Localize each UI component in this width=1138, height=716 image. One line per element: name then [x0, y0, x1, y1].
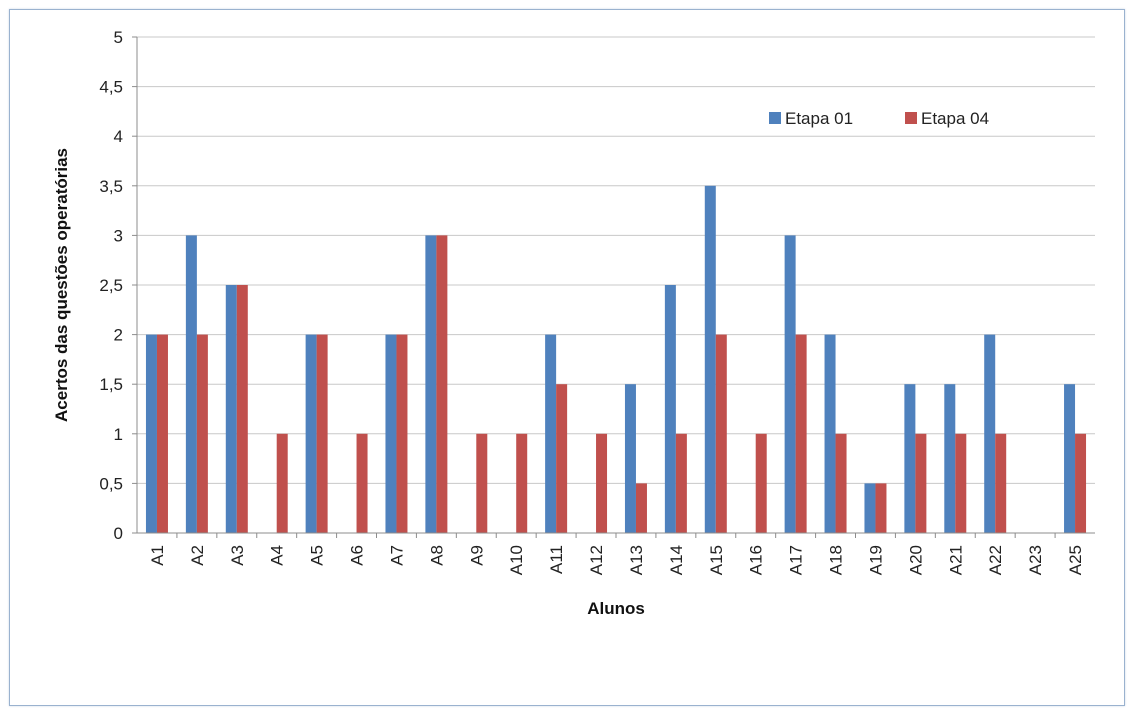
- y-axis-title: Acertos das questões operatórias: [52, 148, 71, 422]
- x-tick-label-a9: A9: [467, 545, 486, 566]
- bar-etapa-01-a18: [824, 334, 836, 533]
- x-tick-label-a12: A12: [587, 545, 606, 575]
- x-tick-label-a10: A10: [507, 545, 526, 575]
- y-tick-label: 2,5: [99, 276, 123, 295]
- bar-etapa-01-a17: [784, 235, 796, 533]
- y-tick-label: 1: [114, 425, 123, 444]
- bar-etapa-04-a4: [276, 433, 288, 533]
- x-tick-label-a1: A1: [148, 545, 167, 566]
- y-tick-label: 4,5: [99, 78, 123, 97]
- bar-etapa-04-a9: [476, 433, 488, 533]
- x-tick-label-a11: A11: [547, 545, 566, 574]
- x-tick-label-a7: A7: [387, 545, 406, 566]
- bar-etapa-04-a10: [516, 433, 528, 533]
- bar-etapa-04-a2: [196, 334, 208, 533]
- bar-etapa-04-a7: [396, 334, 408, 533]
- y-tick-labels: 0 0,5 1 1,5 2 2,5 3 3,5 4 4,5 5: [99, 28, 123, 543]
- bar-etapa-04-a22: [995, 433, 1007, 533]
- legend-swatch-etapa-01: [769, 112, 781, 124]
- x-tick-label-a13: A13: [627, 545, 646, 575]
- y-tick-label: 0,5: [99, 474, 123, 493]
- x-tick-label-a19: A19: [866, 545, 885, 575]
- gridlines: [132, 36, 1095, 534]
- bar-etapa-01-a19: [864, 483, 876, 533]
- x-tick-labels: A1 A2 A3 A4 A5 A6 A7 A8 A9 A10 A11 A12 A13 A14 A15 A16 A…: [148, 545, 1085, 575]
- x-tick-label-a18: A18: [827, 545, 846, 575]
- x-tick-label-a14: A14: [667, 545, 686, 575]
- bar-etapa-01-a7: [385, 334, 397, 533]
- bar-etapa-01-a22: [984, 334, 996, 533]
- x-axis-title: Alunos: [587, 599, 645, 618]
- y-tick-label: 3,5: [99, 177, 123, 196]
- y-tick-label: 3: [114, 226, 123, 245]
- bar-etapa-04-a18: [835, 433, 847, 533]
- bar-etapa-04-a17: [795, 334, 807, 533]
- y-tick-label: 2: [114, 326, 123, 345]
- bar-etapa-01-a1: [145, 334, 157, 533]
- bar-etapa-01-a13: [624, 384, 636, 533]
- x-tick-label-a22: A22: [986, 545, 1005, 575]
- bar-etapa-01-a8: [425, 235, 437, 533]
- bar-etapa-04-a6: [356, 433, 368, 533]
- x-tick-label-a17: A17: [787, 545, 806, 575]
- bar-etapa-04-a20: [915, 433, 927, 533]
- bar-etapa-04-a11: [556, 384, 568, 533]
- legend: Etapa 01 Etapa 04: [769, 109, 989, 128]
- y-tick-label: 0: [114, 524, 123, 543]
- bar-etapa-01-a25: [1064, 384, 1076, 533]
- bar-etapa-01-a21: [944, 384, 956, 533]
- x-tick-label-a25: A25: [1066, 545, 1085, 575]
- x-tick-label-a5: A5: [308, 545, 327, 566]
- x-tick-label-a21: A21: [946, 545, 965, 575]
- y-tick-label: 5: [114, 28, 123, 47]
- x-tick-label-a23: A23: [1026, 545, 1045, 575]
- bar-etapa-01-a5: [305, 334, 317, 533]
- bar-etapa-01-a15: [704, 185, 716, 534]
- legend-swatch-etapa-04: [905, 112, 917, 124]
- x-tick-label-a15: A15: [707, 545, 726, 575]
- bar-etapa-04-a15: [715, 334, 727, 533]
- bar-etapa-04-a12: [596, 433, 608, 533]
- bar-etapa-01-a14: [664, 285, 676, 533]
- bar-etapa-04-a1: [156, 334, 168, 533]
- bar-etapa-04-a3: [236, 285, 248, 533]
- x-tick-label-a6: A6: [348, 545, 367, 566]
- legend-label-etapa-04: Etapa 04: [921, 109, 989, 128]
- bar-etapa-04-a21: [955, 433, 967, 533]
- y-tick-label: 4: [114, 127, 123, 146]
- bars: [145, 185, 1087, 538]
- bar-etapa-04-a8: [436, 235, 448, 533]
- bar-etapa-01-a2: [185, 235, 197, 533]
- x-tick-label-a16: A16: [747, 545, 766, 575]
- bar-etapa-04-a25: [1075, 433, 1087, 533]
- x-tick-label-a8: A8: [427, 545, 446, 566]
- bar-etapa-04-a16: [755, 433, 767, 533]
- x-tick-label-a3: A3: [228, 545, 247, 566]
- bar-etapa-01-a3: [225, 285, 237, 533]
- x-tick-label-a2: A2: [188, 545, 207, 566]
- bar-etapa-01-a20: [904, 384, 916, 533]
- x-tick-label-a4: A4: [268, 545, 287, 566]
- bar-etapa-04-a14: [675, 433, 687, 533]
- bar-etapa-01-a11: [545, 334, 557, 533]
- x-tick-label-a20: A20: [906, 545, 925, 575]
- legend-label-etapa-01: Etapa 01: [785, 109, 853, 128]
- y-tick-label: 1,5: [99, 375, 123, 394]
- bar-etapa-04-a5: [316, 334, 328, 533]
- bar-etapa-04-a19: [875, 483, 887, 533]
- bar-etapa-04-a13: [635, 483, 647, 533]
